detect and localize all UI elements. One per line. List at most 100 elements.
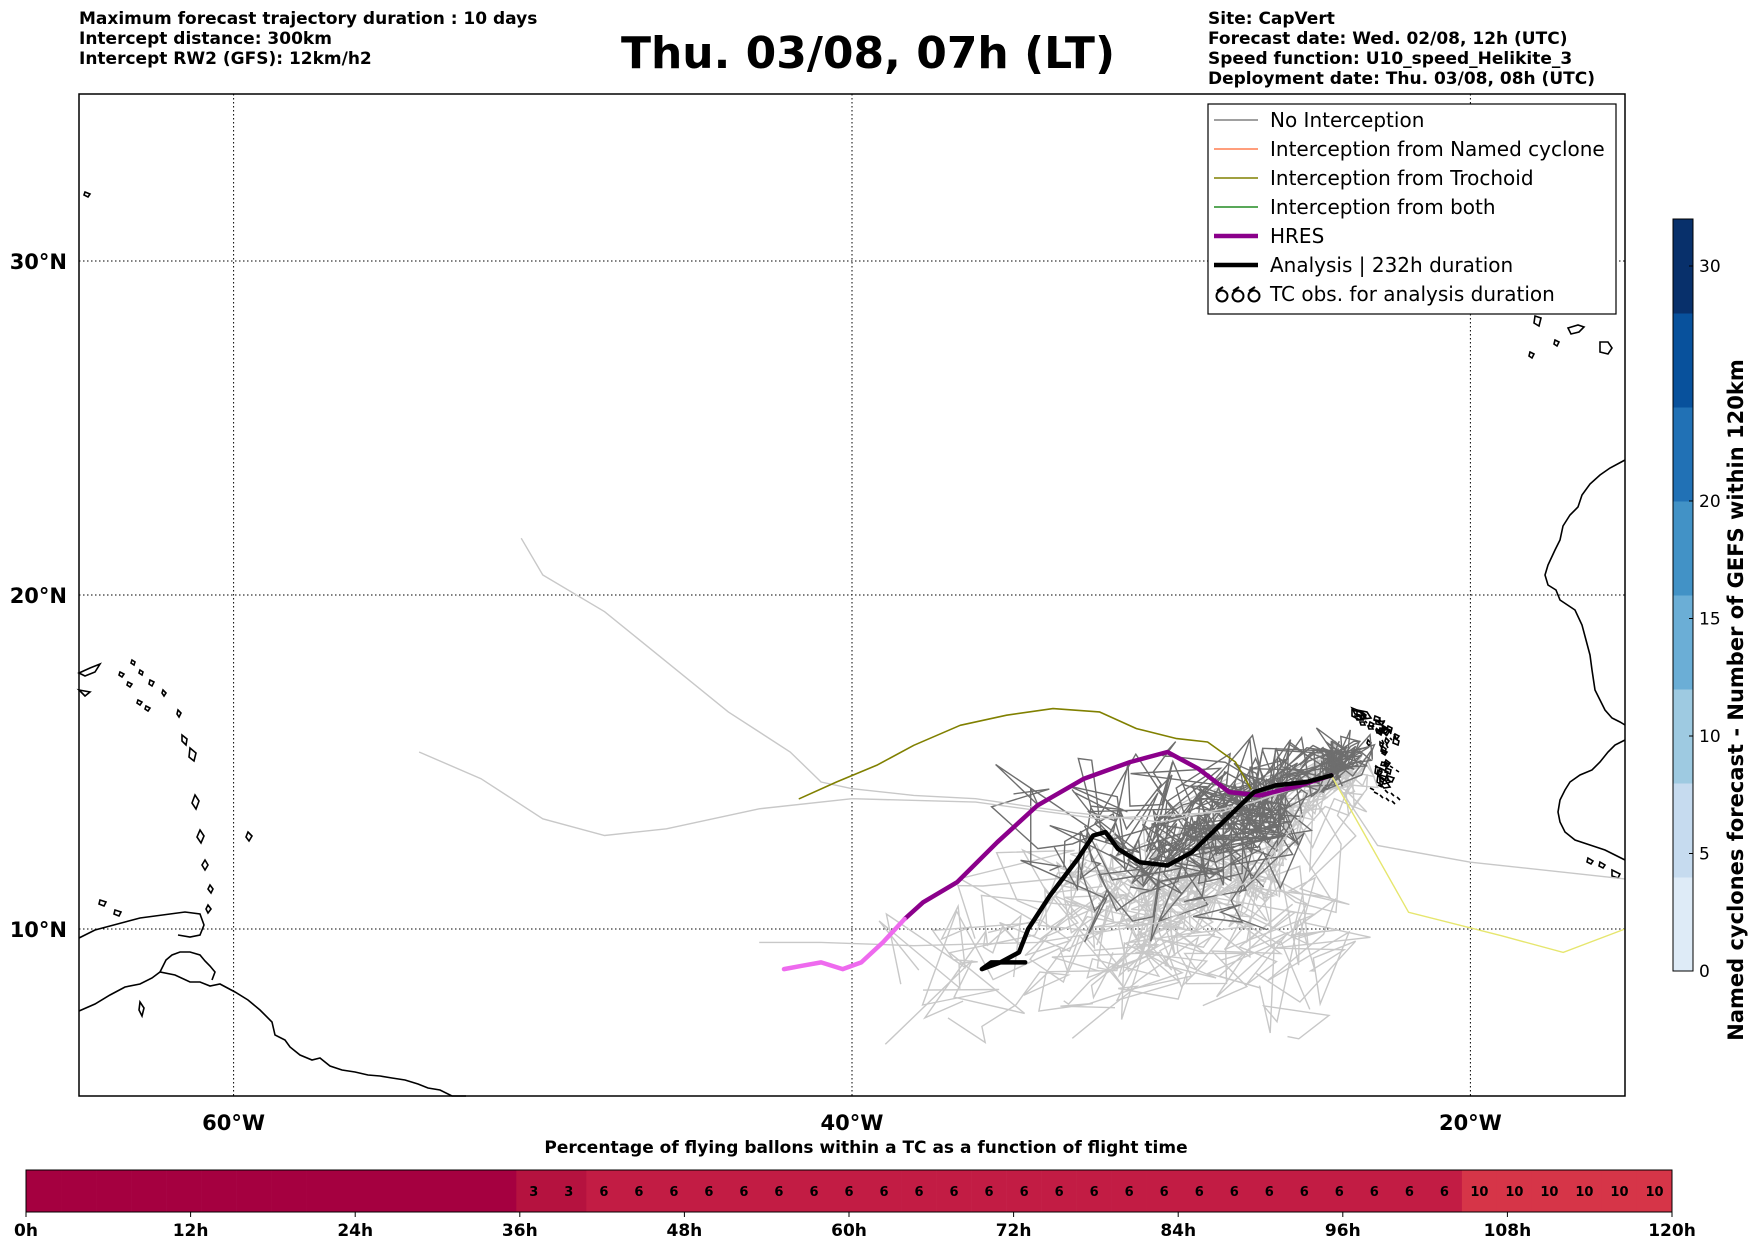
header-line-speed-function: Speed function: U10_speed_Helikite_3 — [1208, 49, 1572, 69]
ensemble-track — [1216, 761, 1368, 1034]
percentage-cell-value: 10 — [1505, 1185, 1523, 1200]
lon-label: 40°W — [821, 1111, 884, 1135]
coast-south-america — [78, 971, 466, 1097]
hres-track-pink — [781, 916, 907, 972]
percentage-cell-value: 6 — [1020, 1185, 1029, 1200]
percentage-cell — [1216, 1170, 1253, 1212]
lat-label: 20°N — [10, 584, 67, 608]
ensemble-track — [1053, 748, 1339, 912]
colorbar-segment — [1673, 689, 1693, 784]
lat-label: 10°N — [10, 918, 67, 942]
percentage-cell — [1391, 1170, 1428, 1212]
ensemble-track — [1245, 742, 1376, 858]
ensemble-track — [1076, 740, 1351, 913]
tc-symbol-icon — [1215, 286, 1261, 303]
legend-box — [1207, 103, 1617, 315]
percentage-cell-value: 3 — [564, 1185, 573, 1200]
legend-label: Analysis | 232h duration — [1270, 253, 1513, 277]
trochoid-track — [798, 707, 1252, 800]
legend-label: Interception from Named cyclone — [1270, 137, 1605, 161]
percentage-cell — [831, 1170, 867, 1212]
legend-label: Interception from Trochoid — [1270, 166, 1534, 190]
percentage-cell — [1251, 1170, 1288, 1212]
colorbar-tick-label: 30 — [1699, 257, 1721, 277]
header-right: Site: CapVert Forecast date: Wed. 02/08,… — [1208, 9, 1595, 89]
analysis-track — [979, 773, 1334, 972]
percentage-cell-value: 6 — [669, 1185, 678, 1200]
percentage-cell — [376, 1170, 412, 1212]
ensemble-track — [1261, 765, 1371, 1040]
ensemble-track — [884, 770, 1340, 1045]
map-title: Thu. 03/08, 07h (LT) — [621, 28, 1115, 79]
percentage-cell — [1356, 1170, 1393, 1212]
percentage-cell-value: 6 — [809, 1185, 818, 1200]
hour-label: 24h — [337, 1221, 373, 1241]
percentage-cell-value: 6 — [1300, 1185, 1309, 1200]
coast-cape-verde-islands — [1356, 709, 1400, 785]
percentage-cell-value: 6 — [915, 1185, 924, 1200]
trajectories — [418, 537, 1626, 1045]
percentage-cell — [796, 1170, 832, 1212]
legend-label: TC obs. for analysis duration — [1269, 282, 1555, 306]
colorbar-segment — [1673, 877, 1693, 972]
percentage-cell-value: 6 — [844, 1185, 853, 1200]
legend-label: Interception from both — [1270, 195, 1496, 219]
percentage-cell — [1461, 1170, 1498, 1212]
coast-west-africa — [1544, 459, 1626, 726]
coast-canary-islands — [1528, 314, 1613, 360]
percentage-cell-value: 3 — [529, 1185, 538, 1200]
percentage-cell-value: 6 — [1370, 1185, 1379, 1200]
colorbar-segment — [1673, 783, 1693, 878]
hour-label: 120h — [1648, 1221, 1696, 1241]
colorbar-segment — [1673, 313, 1693, 408]
colorbar-segment — [1673, 595, 1693, 690]
percentage-bar-title: Percentage of flying ballons within a TC… — [544, 1138, 1187, 1158]
map-axis-labels: 60°W 40°W 20°W 10°N 20°N 30°N — [10, 250, 1502, 1135]
percentage-cell — [61, 1170, 97, 1212]
ensemble-track — [1163, 746, 1370, 885]
percentage-cell — [26, 1170, 62, 1212]
percentage-cell-value: 6 — [879, 1185, 888, 1200]
percentage-cell-value: 6 — [950, 1185, 959, 1200]
percentage-cell-value: 6 — [1265, 1185, 1274, 1200]
ensemble-track — [947, 758, 1334, 1045]
percentage-cell — [901, 1170, 937, 1212]
percentage-cell-value: 6 — [1405, 1185, 1414, 1200]
percentage-cell — [936, 1170, 972, 1212]
header-line-distance: Intercept distance: 300km — [79, 29, 332, 49]
percentage-cell-value: 6 — [704, 1185, 713, 1200]
hour-label: 36h — [502, 1221, 538, 1241]
hour-label: 72h — [996, 1221, 1032, 1241]
hour-label: 0h — [14, 1221, 38, 1241]
colorbar-tick-label: 5 — [1699, 845, 1710, 865]
percentage-cell-value: 6 — [1230, 1185, 1239, 1200]
coastlines — [76, 190, 1626, 1097]
coast-venezuela-detail — [159, 951, 216, 981]
percentage-cell — [201, 1170, 237, 1212]
coast-cape-verde-islands-right — [1381, 725, 1392, 737]
ensemble-track-long — [759, 774, 1332, 947]
percentage-bar: Percentage of flying ballons within a TC… — [14, 1138, 1696, 1241]
hour-label: 96h — [1325, 1221, 1361, 1241]
header-line-site: Site: CapVert — [1208, 9, 1335, 29]
hour-label: 60h — [831, 1221, 867, 1241]
percentage-cell — [341, 1170, 377, 1212]
percentage-cell — [1041, 1170, 1077, 1212]
hour-label: 12h — [173, 1221, 209, 1241]
percentage-cell — [236, 1170, 272, 1212]
percentage-cell — [1566, 1170, 1603, 1212]
lon-label: 20°W — [1439, 1111, 1502, 1135]
legend: No Interception Interception from Named c… — [1207, 103, 1617, 315]
percentage-cell — [1006, 1170, 1042, 1212]
percentage-cell-value: 6 — [1440, 1185, 1449, 1200]
colorbar-label: Named cyclones forecast - Number of GEFS… — [1724, 359, 1748, 1040]
percentage-cell — [1111, 1170, 1147, 1212]
percentage-cell-value: 10 — [1575, 1185, 1593, 1200]
percentage-cell — [131, 1170, 167, 1212]
ensemble-track — [1192, 761, 1355, 931]
percentage-cell — [971, 1170, 1007, 1212]
colorbar-tick-label: 20 — [1699, 492, 1721, 512]
header-line-duration: Maximum forecast trajectory duration : 1… — [79, 9, 537, 29]
percentage-cell — [1636, 1170, 1673, 1212]
percentage-cell-value: 6 — [739, 1185, 748, 1200]
